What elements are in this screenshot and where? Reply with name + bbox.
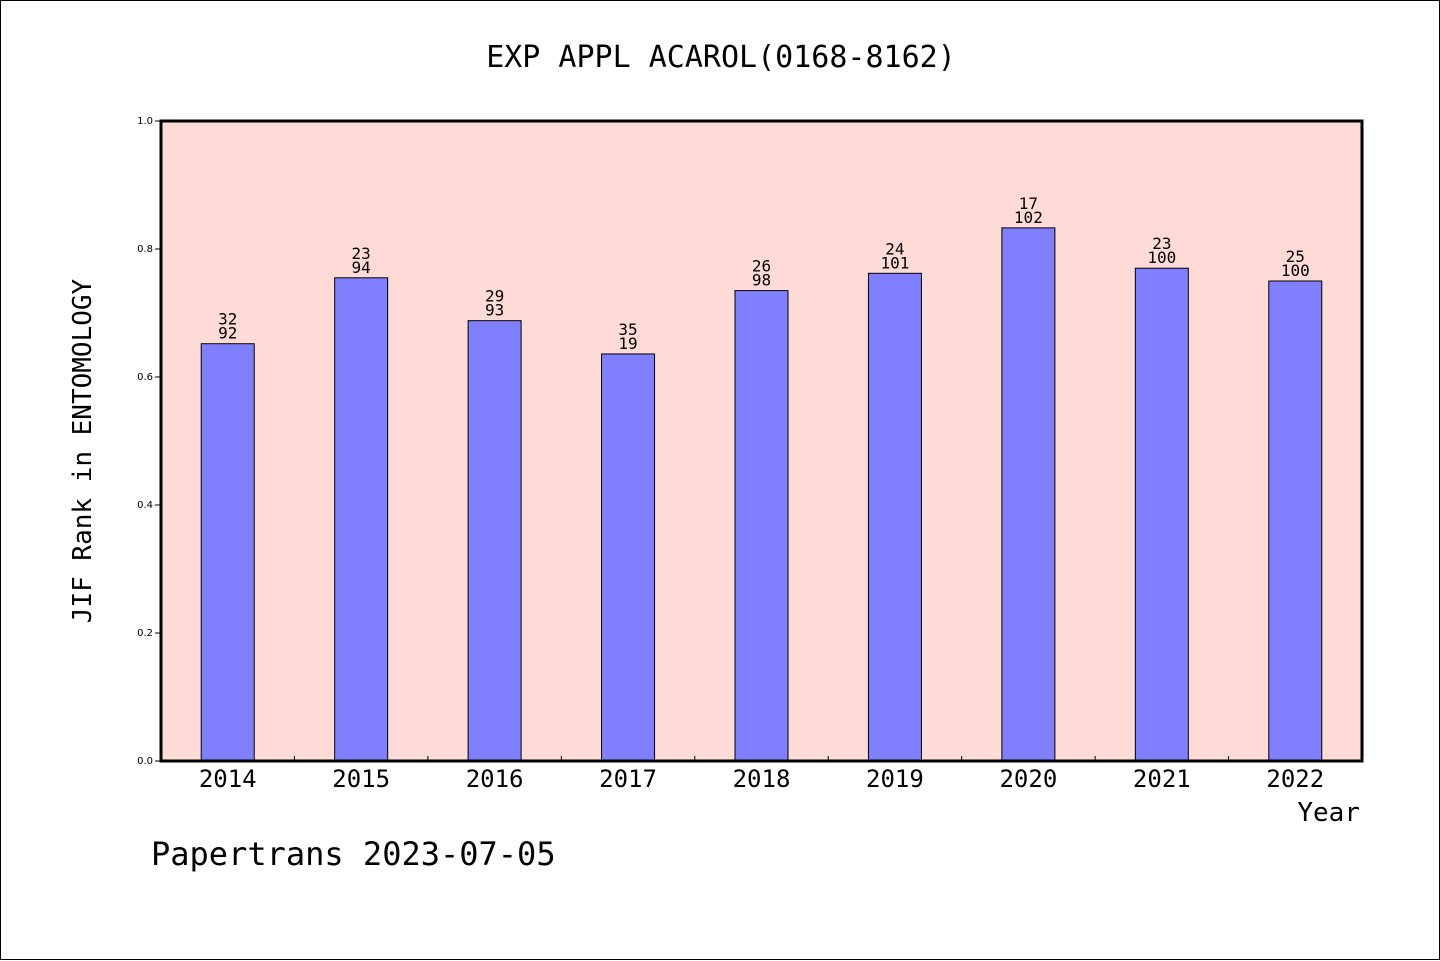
- bar-label-bottom: 100: [1281, 261, 1310, 280]
- y-tick-label: 0.6: [137, 372, 153, 383]
- bar-label-top: 24: [885, 239, 904, 258]
- bar-label-top: 29: [485, 287, 504, 306]
- bar: [734, 290, 789, 762]
- bar-label-bottom: 94: [352, 258, 371, 277]
- bar-label-top: 25: [1286, 247, 1305, 266]
- x-tick-label: 2018: [733, 765, 791, 793]
- bar-label-bottom: 100: [1147, 248, 1176, 267]
- bar: [200, 343, 255, 762]
- bar-label-bottom: 92: [218, 324, 237, 343]
- bar-label-bottom: 93: [485, 301, 504, 320]
- x-axis-label: Year: [1297, 798, 1360, 828]
- x-tick-label: 2021: [1133, 765, 1191, 793]
- bar-label-top: 35: [618, 320, 637, 339]
- y-tick-label: 0.2: [137, 628, 153, 639]
- x-tick-label: 2015: [332, 765, 390, 793]
- x-tick-label: 2019: [866, 765, 924, 793]
- y-axis-label: JIF Rank in ENTOMOLOGY: [68, 278, 98, 623]
- plot-frame: [159, 119, 1364, 763]
- x-tick-label: 2020: [999, 765, 1057, 793]
- x-axis: 2014 2015 2016 2017 2018 2019 2020 2021 2022: [199, 756, 1324, 793]
- y-tick-label: 0.4: [137, 500, 153, 511]
- bar: [1001, 227, 1056, 762]
- chart-title: EXP APPL ACAROL(0168-8162): [486, 40, 956, 75]
- x-tick-label: 2016: [466, 765, 524, 793]
- bar: [601, 353, 656, 762]
- bar: [1134, 267, 1189, 762]
- bar: [334, 277, 389, 762]
- bar-label-bottom: 102: [1014, 208, 1043, 227]
- bar-label-top: 23: [1152, 234, 1171, 253]
- footer-credit: Papertrans 2023-07-05: [151, 835, 556, 873]
- bar: [1268, 280, 1323, 762]
- y-tick-label: 0.0: [137, 756, 153, 767]
- bar-label-top: 23: [352, 244, 371, 263]
- bar: [467, 320, 522, 762]
- bar: [867, 272, 922, 762]
- y-tick-label: 0.8: [137, 244, 153, 255]
- bar-label-top: 32: [218, 310, 237, 329]
- bar-label-bottom: 101: [880, 253, 909, 272]
- x-tick-label: 2017: [599, 765, 657, 793]
- bar-label-top: 17: [1019, 194, 1038, 213]
- y-tick-label: 1.0: [137, 116, 153, 127]
- x-tick-label: 2022: [1266, 765, 1324, 793]
- bar-label-bottom: 19: [618, 334, 637, 353]
- bar-label-bottom: 98: [752, 271, 771, 290]
- bar-label-top: 26: [752, 257, 771, 276]
- x-tick-label: 2014: [199, 765, 257, 793]
- y-axis: 0.0 0.2 0.4 0.6 0.8 1.0: [137, 116, 161, 767]
